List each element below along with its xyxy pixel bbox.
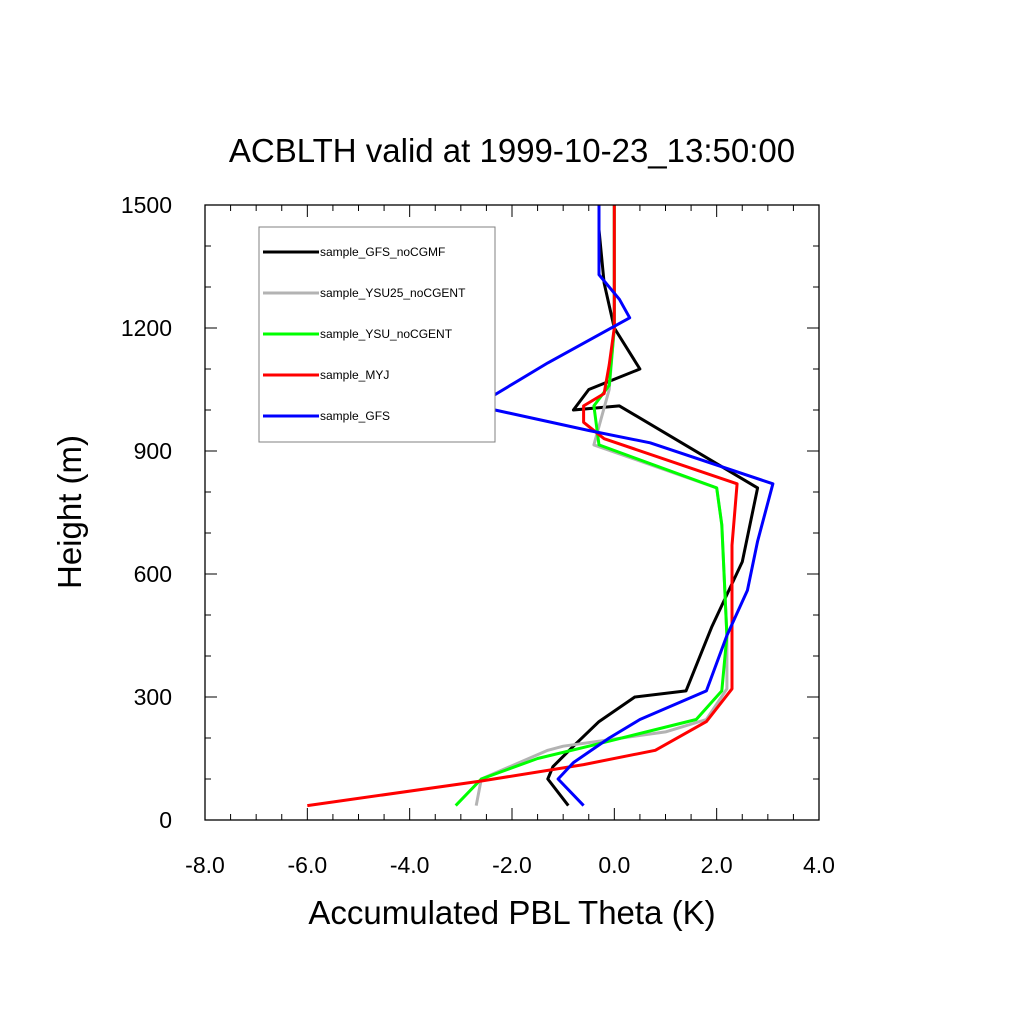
x-axis-label: Accumulated PBL Theta (K) (308, 894, 715, 931)
legend-label: sample_YSU25_noCGENT (320, 286, 466, 300)
y-tick-label: 1500 (121, 192, 172, 218)
x-tick-labels: -8.0 -6.0 -4.0 -2.0 0.0 2.0 4.0 (185, 852, 835, 878)
y-tick-label: 600 (134, 561, 172, 587)
y-tick-label: 1200 (121, 315, 172, 341)
y-tick-label: 0 (159, 807, 172, 833)
legend-label: sample_MYJ (320, 368, 389, 382)
axis-ticks (204, 204, 820, 821)
series-lines (307, 205, 775, 808)
series-line-sample_GFS (474, 205, 775, 807)
legend: sample_GFS_noCGMF sample_YSU25_noCGENTsam… (258, 226, 496, 443)
x-tick-label: -6.0 (288, 852, 328, 878)
y-tick-labels: 0 300 600 900 1200 1500 (121, 192, 172, 833)
x-tick-label: 2.0 (701, 852, 733, 878)
series-line-sample_YSU_noCGENT (454, 205, 729, 807)
legend-label: sample_GFS (320, 409, 390, 423)
y-tick-label: 900 (134, 438, 172, 464)
chart-title: ACBLTH valid at 1999-10-23_13:50:00 (229, 132, 795, 169)
plot-frame (204, 204, 820, 821)
series-line-sample_YSU25_noCGENT (474, 205, 729, 806)
series-line-sample_MYJ (307, 205, 739, 808)
y-axis-label: Height (m) (51, 435, 88, 589)
x-tick-label: 0.0 (598, 852, 630, 878)
x-tick-label: 4.0 (803, 852, 835, 878)
legend-label: sample_GFS_noCGMF (320, 245, 445, 259)
x-tick-label: -8.0 (185, 852, 225, 878)
legend-label: sample_YSU_noCGENT (320, 327, 453, 341)
y-tick-label: 300 (134, 684, 172, 710)
x-tick-label: -4.0 (390, 852, 430, 878)
x-tick-label: -2.0 (492, 852, 532, 878)
